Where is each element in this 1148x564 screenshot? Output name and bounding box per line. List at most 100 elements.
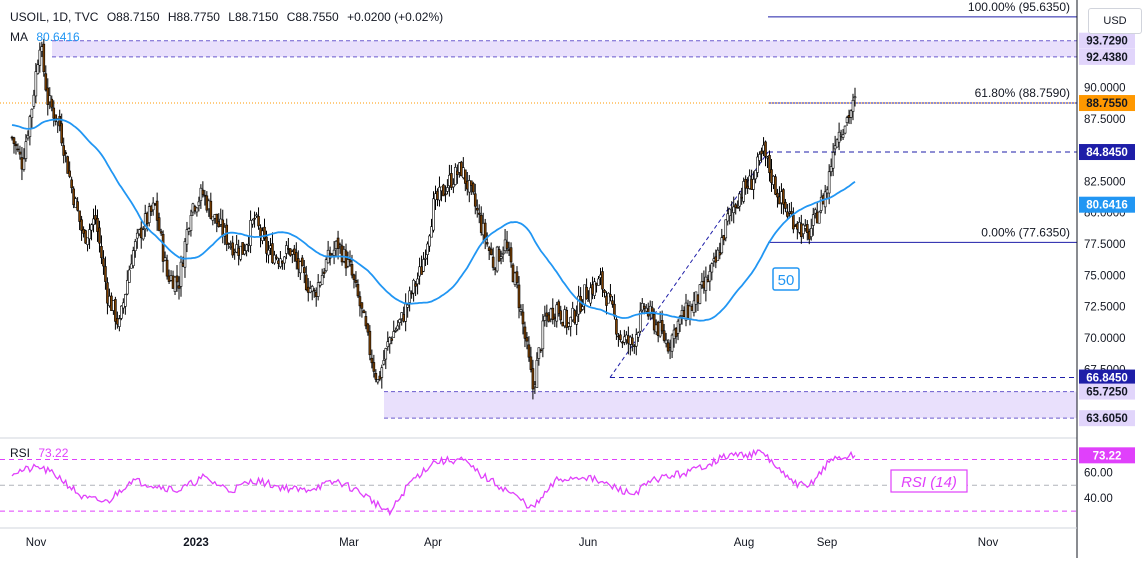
candle-body bbox=[718, 252, 722, 256]
candle bbox=[426, 241, 429, 265]
candle-body bbox=[135, 232, 139, 239]
candle-body bbox=[211, 216, 215, 221]
candle-body bbox=[265, 236, 268, 254]
candle bbox=[90, 223, 93, 241]
candle bbox=[124, 293, 127, 315]
rsi-header: RSI 73.22 bbox=[10, 446, 73, 460]
candle-body bbox=[42, 43, 46, 73]
candle bbox=[392, 320, 396, 338]
candle bbox=[446, 179, 449, 195]
candle-body bbox=[609, 294, 612, 298]
candle bbox=[128, 265, 131, 283]
candle-body bbox=[467, 180, 471, 193]
candle bbox=[710, 262, 714, 281]
candle bbox=[509, 242, 513, 268]
candle-body bbox=[559, 310, 563, 321]
candle-body bbox=[241, 242, 244, 255]
candle-body bbox=[358, 296, 362, 307]
candle bbox=[253, 211, 256, 228]
candle-body bbox=[263, 226, 266, 239]
candle bbox=[589, 282, 592, 307]
candle bbox=[358, 291, 362, 317]
candle-body bbox=[88, 229, 91, 240]
candle bbox=[285, 241, 288, 260]
axes: 67.500070.000072.500075.000077.500080.00… bbox=[0, 0, 1135, 558]
candle bbox=[575, 305, 578, 336]
candle bbox=[742, 177, 745, 204]
candle bbox=[428, 234, 431, 252]
candle-body bbox=[360, 302, 364, 309]
candle-body bbox=[736, 207, 739, 209]
candle bbox=[135, 228, 139, 249]
candle bbox=[129, 254, 133, 269]
candle bbox=[505, 230, 509, 254]
tag-level-low: 66.8450 bbox=[1079, 369, 1135, 386]
ma-annotation: 50 bbox=[772, 267, 800, 291]
candle-body bbox=[84, 230, 87, 244]
candle bbox=[734, 202, 738, 215]
candle bbox=[131, 246, 135, 269]
candle-body bbox=[346, 259, 350, 267]
candle-body bbox=[491, 256, 495, 268]
candle bbox=[312, 287, 316, 298]
candle-body bbox=[720, 237, 724, 254]
candle-body bbox=[312, 289, 316, 292]
candle bbox=[201, 181, 205, 198]
candle-body bbox=[581, 306, 584, 310]
candle-body bbox=[483, 222, 487, 241]
candle bbox=[444, 185, 447, 203]
main-pane: 100.00% (95.6350) 61.80% (88.7590) 0.00% (… bbox=[0, 0, 1077, 419]
candle-body bbox=[322, 271, 326, 274]
candle-body bbox=[619, 334, 622, 341]
tag-zone-top-high: 93.7290 bbox=[1079, 32, 1135, 49]
candle bbox=[597, 275, 600, 286]
symbol-header: USOIL, 1D, TVC O88.7150 H88.7750 L88.715… bbox=[10, 10, 448, 24]
candle bbox=[782, 188, 785, 215]
candle bbox=[195, 206, 199, 217]
y-tick-label: 75.0000 bbox=[1084, 270, 1126, 282]
candle bbox=[98, 220, 101, 253]
candle-body bbox=[54, 114, 58, 122]
candle bbox=[62, 137, 65, 164]
candle-body bbox=[251, 219, 254, 225]
candle-body bbox=[835, 139, 839, 148]
candle bbox=[664, 332, 668, 348]
candle bbox=[650, 300, 654, 320]
candle bbox=[543, 305, 547, 327]
candle-body bbox=[372, 362, 376, 372]
candle-body bbox=[464, 169, 467, 184]
candle bbox=[231, 235, 234, 258]
candle bbox=[324, 257, 328, 273]
candle bbox=[569, 316, 572, 337]
candle bbox=[704, 266, 708, 302]
candle-body bbox=[151, 202, 155, 211]
candle-body bbox=[515, 271, 519, 283]
candle-body bbox=[603, 290, 606, 293]
candle bbox=[829, 158, 833, 177]
symbol-label: USOIL, 1D, TVC bbox=[10, 10, 99, 24]
candle bbox=[760, 147, 763, 163]
candle-body bbox=[692, 300, 696, 313]
candle bbox=[161, 230, 165, 273]
candle-body bbox=[370, 357, 374, 364]
candle-body bbox=[394, 329, 398, 332]
candle-body bbox=[851, 99, 855, 112]
tag-zone-top-low-label: 92.4380 bbox=[1086, 52, 1128, 64]
candle-body bbox=[853, 96, 857, 99]
x-tick-label: Nov bbox=[26, 537, 47, 549]
candle-body bbox=[475, 207, 479, 211]
candle bbox=[380, 364, 384, 389]
candle-body bbox=[380, 367, 384, 378]
candle-body bbox=[48, 95, 52, 103]
rsi-value: 73.22 bbox=[38, 446, 69, 460]
candle bbox=[263, 218, 266, 241]
candle-body bbox=[275, 256, 278, 259]
candle bbox=[100, 235, 103, 265]
candle bbox=[720, 228, 724, 255]
candle bbox=[835, 138, 839, 148]
rsi-line bbox=[11, 448, 856, 517]
currency-button[interactable]: USD bbox=[1088, 8, 1142, 34]
candle bbox=[609, 284, 612, 302]
candle bbox=[310, 284, 314, 301]
